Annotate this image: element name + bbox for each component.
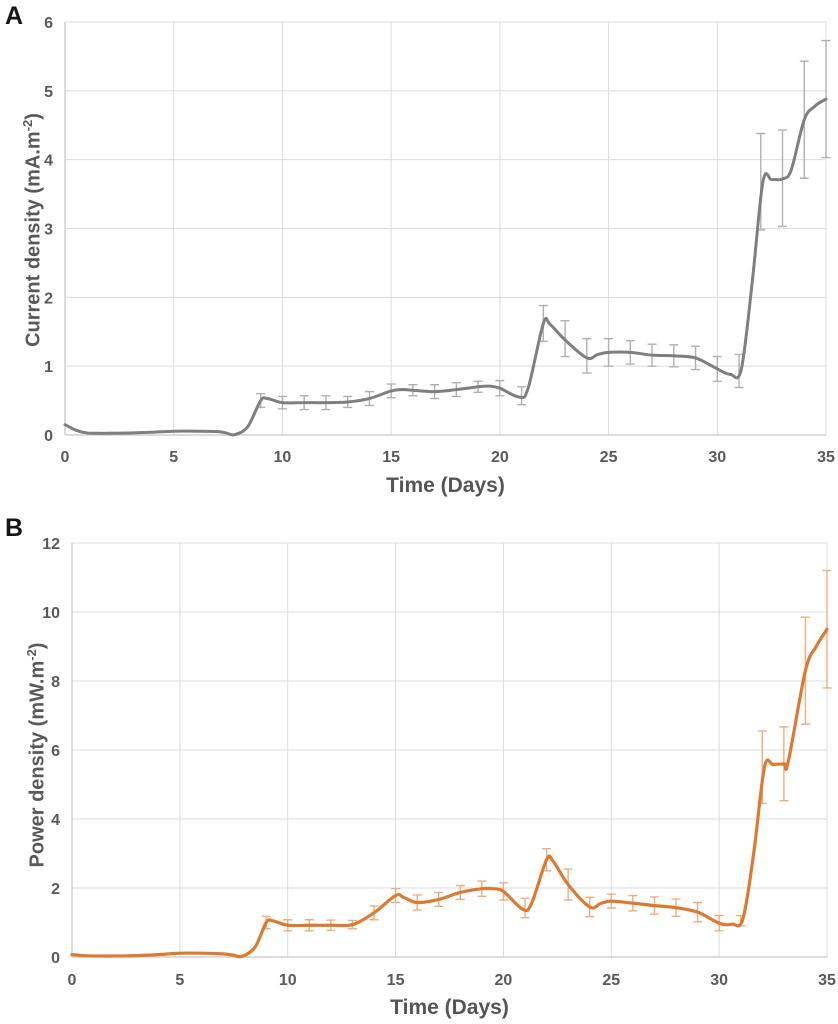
x-tick-label: 35 xyxy=(818,972,836,989)
y-tick-label: 0 xyxy=(44,428,53,445)
x-tick-label: 10 xyxy=(274,449,292,466)
x-tick-label: 35 xyxy=(817,449,835,466)
error-bar xyxy=(517,386,527,406)
y-tick-label: 0 xyxy=(51,950,60,967)
y-tick-label: 6 xyxy=(44,15,53,32)
y-axis-title-close: ) xyxy=(26,642,49,650)
error-bar xyxy=(520,897,530,919)
y-tick-label: 1 xyxy=(44,359,53,376)
x-tick-label: 5 xyxy=(175,972,184,989)
x-tick-label: 25 xyxy=(600,449,618,466)
current-density-plot: 0 5 10 15 20 25 30 35 0 1 2 3 4 5 6 xyxy=(44,15,835,466)
y-axis-title-power-density: Power density (mW.m-2) xyxy=(19,555,49,955)
x-tick-label: 20 xyxy=(495,972,513,989)
y-tick-label: 6 xyxy=(51,743,60,760)
y-tick-label: 10 xyxy=(42,605,60,622)
x-tick-label: 20 xyxy=(491,449,509,466)
x-tick-label: 0 xyxy=(61,449,70,466)
error-bar xyxy=(582,337,592,374)
x-tick-label: 5 xyxy=(169,449,178,466)
y-axis-title-text: Power density (mW.m xyxy=(26,660,49,868)
y-axis-title-current-density: Current density (mA.m-2) xyxy=(15,30,45,430)
panel-label-a: A xyxy=(5,2,24,30)
x-tick-label: 15 xyxy=(382,449,400,466)
x-tick-label: 10 xyxy=(279,972,297,989)
x-axis-title-time-b: Time (Days) xyxy=(390,996,509,1019)
x-tick-label: 25 xyxy=(602,972,620,989)
panel-label-b: B xyxy=(5,514,24,542)
x-tick-label: 30 xyxy=(710,972,728,989)
y-tick-label: 2 xyxy=(51,881,60,898)
y-axis-title-text: Current density (mA.m xyxy=(22,131,45,347)
y-tick-label: 4 xyxy=(51,812,60,829)
y-axis-title-close: ) xyxy=(22,113,45,120)
y-axis-title-superscript: -2 xyxy=(24,649,39,661)
data-series-line xyxy=(63,97,828,437)
chart-current-density: 0 5 10 15 20 25 30 35 0 1 2 3 4 5 6 Current density (m… xyxy=(0,0,838,510)
y-tick-label: 5 xyxy=(44,84,53,101)
y-tick-label: 3 xyxy=(44,222,53,239)
power-density-plot: 0 5 10 15 20 25 30 35 0 2 4 6 8 10 12 xyxy=(42,536,836,989)
x-tick-label: 30 xyxy=(708,449,726,466)
error-bar xyxy=(734,353,744,389)
x-axis-title-time-a: Time (Days) xyxy=(386,474,505,497)
y-axis-title-superscript: -2 xyxy=(20,119,35,132)
y-tick-label: 2 xyxy=(44,290,53,307)
x-tick-label: 15 xyxy=(387,972,405,989)
x-tick-label: 0 xyxy=(68,972,77,989)
chart-power-density: 0 5 10 15 20 25 30 35 0 2 4 6 8 10 12 Power density (m… xyxy=(0,510,838,1024)
data-series-line xyxy=(70,627,829,959)
y-tick-label: 12 xyxy=(42,536,60,553)
y-tick-label: 4 xyxy=(44,153,53,170)
y-tick-label: 8 xyxy=(51,674,60,691)
